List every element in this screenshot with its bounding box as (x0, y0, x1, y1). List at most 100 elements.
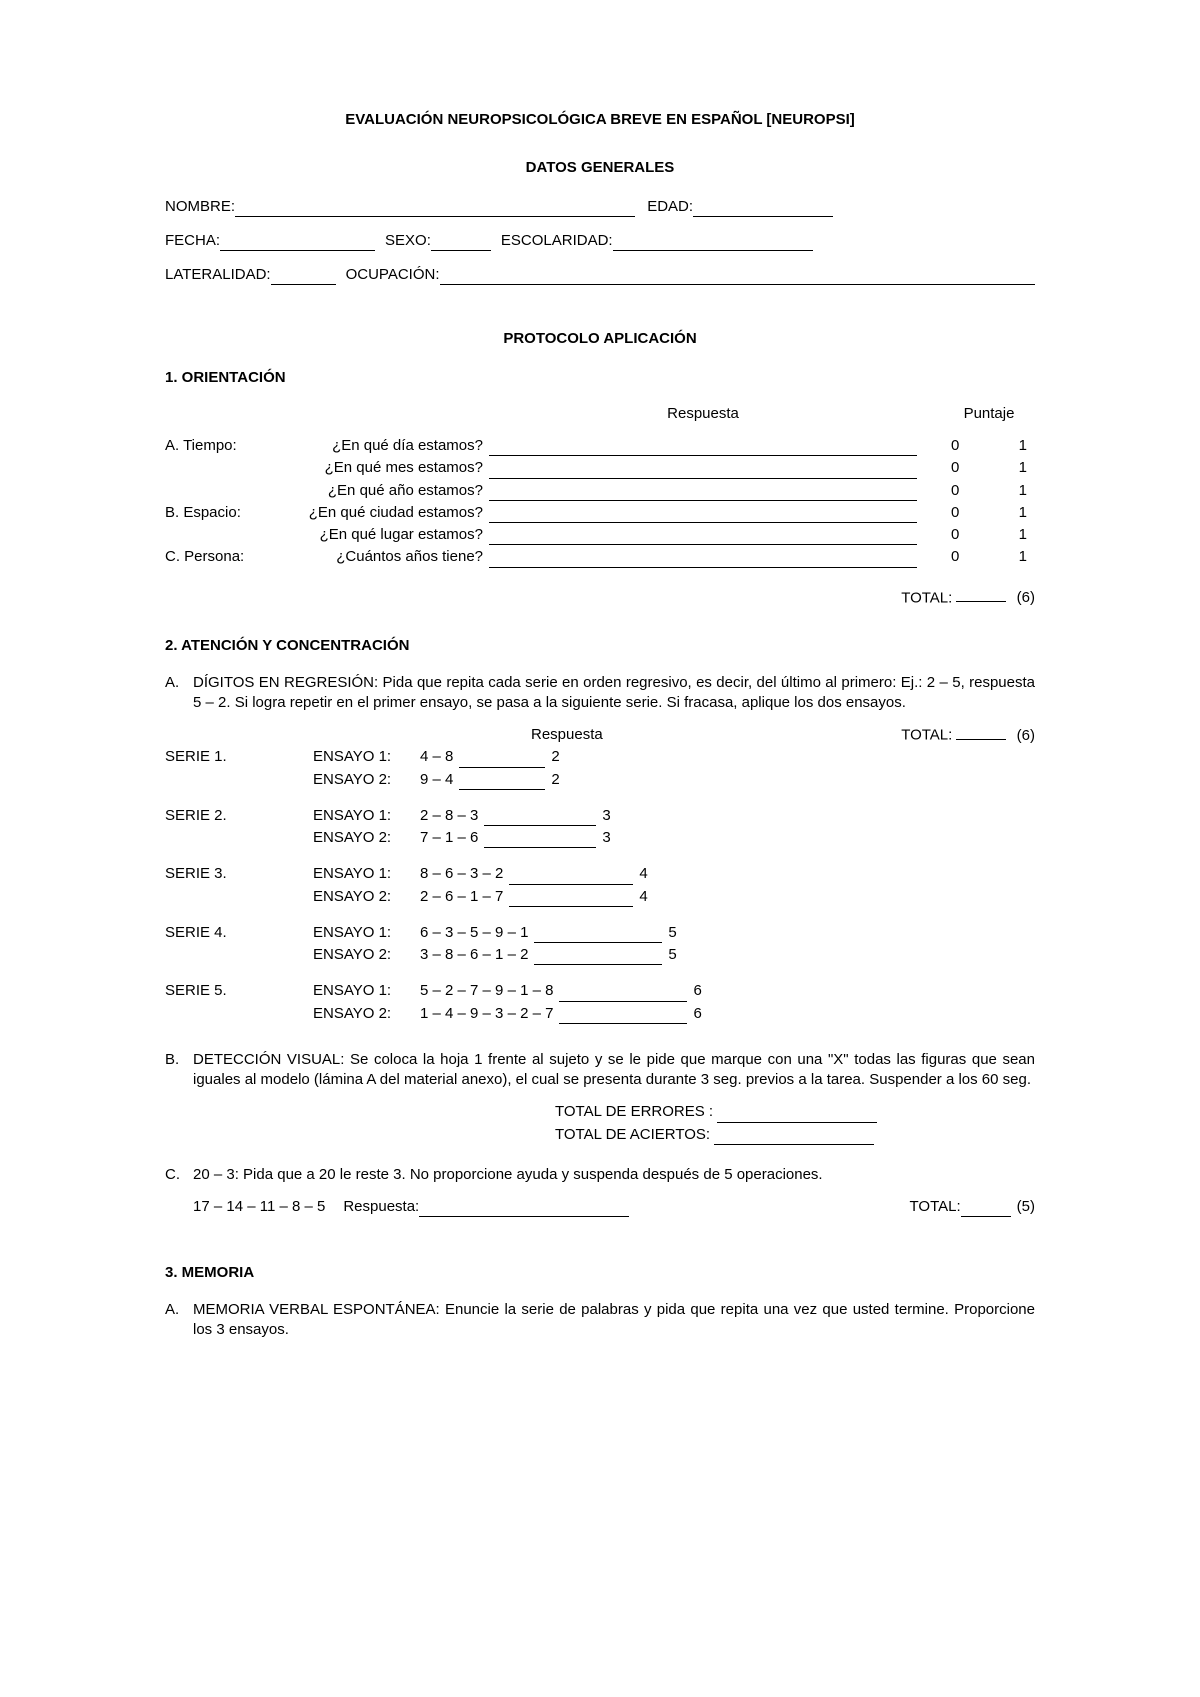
s2-series-wrapper: SERIE 1.ENSAYO 1:4 – 82ENSAYO 2:9 – 42SE… (165, 747, 1035, 1024)
digits-row: SERIE 5.ENSAYO 1:5 – 2 – 7 – 9 – 1 – 86 (165, 981, 1035, 1001)
digit-response-input[interactable] (509, 868, 633, 885)
s2a-total-input[interactable] (956, 723, 1006, 740)
digits-row: ENSAYO 2:9 – 42 (165, 770, 1035, 790)
s2a-text: DÍGITOS EN REGRESIÓN: Pida que repita ca… (193, 674, 1035, 711)
s2c-resp-input[interactable] (419, 1201, 629, 1218)
input-lateralidad[interactable] (271, 269, 336, 286)
digits-row: SERIE 3.ENSAYO 1:8 – 6 – 3 – 24 (165, 864, 1035, 884)
digit-score: 6 (687, 981, 701, 1001)
label-escolaridad: ESCOLARIDAD: (491, 231, 613, 251)
orient-cat: A. Tiempo: (165, 436, 270, 456)
label-errores: TOTAL DE ERRORES : (555, 1102, 713, 1122)
digit-score: 4 (633, 864, 647, 884)
orient-question: ¿En qué día estamos? (270, 436, 489, 456)
score-0[interactable]: 0 (951, 547, 959, 567)
col-respuesta: Respuesta (489, 404, 943, 424)
label-ocupacion: OCUPACIÓN: (336, 265, 440, 285)
s2b-instr: B.DETECCIÓN VISUAL: Se coloca la hoja 1 … (165, 1050, 1035, 1091)
digit-response-input[interactable] (484, 832, 596, 849)
label-edad-text: EDAD: (647, 197, 693, 217)
subtitle-datos: DATOS GENERALES (165, 158, 1035, 178)
input-errores[interactable] (717, 1106, 877, 1123)
score-1[interactable]: 1 (1019, 503, 1027, 523)
serie-name: SERIE 1. (165, 747, 313, 767)
s2c-seq: 17 – 14 – 11 – 8 – 5 (193, 1197, 325, 1217)
orient-response-input[interactable] (489, 529, 917, 546)
orient-score: 01 (943, 503, 1035, 523)
digits-row: ENSAYO 2:2 – 6 – 1 – 74 (165, 887, 1035, 907)
s2c-resp-label: Respuesta: (325, 1197, 419, 1217)
score-0[interactable]: 0 (951, 481, 959, 501)
s2c-instr: C.20 – 3: Pida que a 20 le reste 3. No p… (165, 1165, 1035, 1185)
digit-score: 5 (662, 945, 676, 965)
s2a-total-label: TOTAL: (901, 727, 952, 744)
score-1[interactable]: 1 (1019, 481, 1027, 501)
digits-series: SERIE 1.ENSAYO 1:4 – 82ENSAYO 2:9 – 42 (165, 747, 1035, 790)
ensayo-label: ENSAYO 2: (313, 945, 420, 965)
s2b-letter: B. (165, 1050, 193, 1070)
s2a-total-row: TOTAL: (6) (901, 723, 1035, 746)
orient-score: 01 (943, 525, 1035, 545)
orient-response-input[interactable] (489, 507, 917, 524)
digit-response-input[interactable] (559, 1007, 687, 1024)
orient-score: 01 (943, 481, 1035, 501)
ensayo-label: ENSAYO 2: (313, 1004, 420, 1024)
ensayo-label: ENSAYO 2: (313, 887, 420, 907)
digit-response-input[interactable] (534, 927, 662, 944)
s2b-text: DETECCIÓN VISUAL: Se coloca la hoja 1 fr… (193, 1051, 1035, 1088)
input-ocupacion[interactable] (440, 269, 1036, 286)
ensayo-label: ENSAYO 1: (313, 864, 420, 884)
digit-response-input[interactable] (559, 985, 687, 1002)
score-1[interactable]: 1 (1019, 458, 1027, 478)
score-0[interactable]: 0 (951, 458, 959, 478)
score-0[interactable]: 0 (951, 503, 959, 523)
s1-total-input[interactable] (956, 586, 1006, 603)
digits-series: SERIE 4.ENSAYO 1:6 – 3 – 5 – 9 – 15ENSAY… (165, 923, 1035, 966)
input-nombre[interactable] (235, 200, 635, 217)
digit-sequence: 9 – 4 (420, 770, 453, 790)
orient-question: ¿En qué lugar estamos? (270, 525, 489, 545)
digit-response-input[interactable] (534, 949, 662, 966)
digit-score: 3 (596, 828, 610, 848)
input-aciertos[interactable] (714, 1128, 874, 1145)
input-fecha[interactable] (220, 235, 375, 252)
digit-sequence: 5 – 2 – 7 – 9 – 1 – 8 (420, 981, 553, 1001)
s2a-instr: A.DÍGITOS EN REGRESIÓN: Pida que repita … (165, 673, 1035, 714)
orient-response-input[interactable] (489, 440, 917, 457)
orient-question: ¿En qué mes estamos? (270, 458, 489, 478)
orientation-row: ¿En qué mes estamos? 0 1 (165, 458, 1035, 478)
digit-response-input[interactable] (509, 890, 633, 907)
input-edad[interactable] (693, 200, 833, 217)
label-lateralidad: LATERALIDAD: (165, 265, 271, 285)
digit-response-input[interactable] (459, 773, 545, 790)
s2c-total-input[interactable] (961, 1201, 1011, 1218)
digits-row: ENSAYO 2:3 – 8 – 6 – 1 – 25 (165, 945, 1035, 965)
orient-cat: B. Espacio: (165, 503, 270, 523)
score-1[interactable]: 1 (1019, 525, 1027, 545)
digits-row: SERIE 4.ENSAYO 1:6 – 3 – 5 – 9 – 15 (165, 923, 1035, 943)
ensayo-label: ENSAYO 1: (313, 806, 420, 826)
ensayo-label: ENSAYO 2: (313, 828, 420, 848)
score-1[interactable]: 1 (1019, 547, 1027, 567)
serie-name: SERIE 3. (165, 864, 313, 884)
input-sexo[interactable] (431, 235, 491, 252)
orientation-row: A. Tiempo:¿En qué día estamos? 0 1 (165, 436, 1035, 456)
score-0[interactable]: 0 (951, 436, 959, 456)
digit-response-input[interactable] (484, 810, 596, 827)
input-escolaridad[interactable] (613, 235, 813, 252)
s1-total-label: TOTAL: (901, 589, 952, 606)
digits-row: ENSAYO 2:1 – 4 – 9 – 3 – 2 – 76 (165, 1004, 1035, 1024)
orientation-row: ¿En qué año estamos?01 (165, 481, 1035, 501)
orient-response-input[interactable] (489, 484, 917, 501)
orient-response-input[interactable] (489, 462, 917, 479)
label-nombre: NOMBRE: (165, 197, 235, 217)
orient-response-input[interactable] (489, 551, 917, 568)
digits-series: SERIE 3.ENSAYO 1:8 – 6 – 3 – 24 ENSAYO 2:… (165, 864, 1035, 907)
s3a-letter: A. (165, 1300, 193, 1320)
score-0[interactable]: 0 (951, 525, 959, 545)
ensayo-label: ENSAYO 1: (313, 981, 420, 1001)
score-1[interactable]: 1 (1019, 436, 1027, 456)
heading-protocolo: PROTOCOLO APLICACIÓN (165, 329, 1035, 349)
digit-response-input[interactable] (459, 751, 545, 768)
s1-col-header: Respuesta Puntaje (165, 404, 1035, 424)
